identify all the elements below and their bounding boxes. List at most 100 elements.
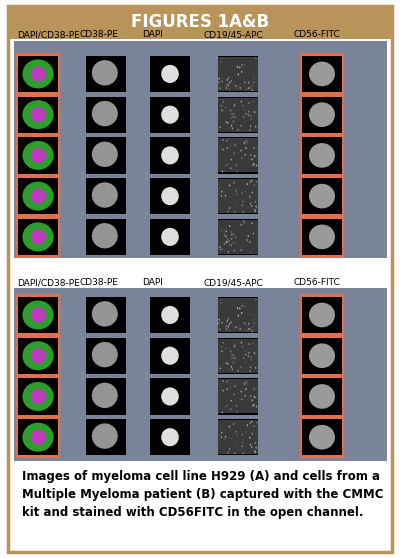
Ellipse shape: [30, 389, 46, 404]
Circle shape: [230, 321, 232, 323]
Circle shape: [226, 147, 228, 149]
Circle shape: [220, 61, 222, 63]
Circle shape: [253, 78, 254, 79]
Circle shape: [244, 305, 245, 307]
Circle shape: [244, 322, 246, 324]
Circle shape: [221, 191, 222, 193]
Circle shape: [240, 391, 242, 393]
Circle shape: [221, 350, 223, 353]
Bar: [302, 97, 342, 133]
Circle shape: [242, 211, 243, 213]
Circle shape: [244, 81, 246, 84]
Circle shape: [240, 366, 242, 368]
Bar: [16, 175, 60, 217]
Circle shape: [255, 451, 256, 453]
Circle shape: [246, 238, 248, 240]
Bar: [218, 339, 258, 373]
Circle shape: [226, 405, 228, 407]
Ellipse shape: [309, 102, 335, 127]
Circle shape: [248, 110, 250, 113]
Circle shape: [251, 180, 252, 181]
Circle shape: [224, 438, 226, 440]
Circle shape: [221, 195, 222, 197]
Circle shape: [250, 356, 252, 358]
Circle shape: [245, 382, 247, 383]
Circle shape: [228, 240, 230, 242]
Circle shape: [231, 299, 232, 301]
Circle shape: [247, 239, 248, 241]
Circle shape: [225, 107, 227, 108]
Ellipse shape: [92, 223, 118, 248]
Circle shape: [227, 363, 229, 365]
Circle shape: [229, 81, 230, 84]
Circle shape: [252, 73, 253, 75]
Circle shape: [250, 366, 251, 368]
Ellipse shape: [161, 187, 179, 205]
Circle shape: [244, 383, 245, 384]
Circle shape: [229, 127, 230, 128]
Circle shape: [252, 432, 253, 435]
Circle shape: [242, 204, 243, 206]
Circle shape: [220, 427, 221, 429]
Bar: [302, 219, 342, 255]
Bar: [16, 294, 60, 336]
Circle shape: [244, 81, 246, 83]
Circle shape: [237, 66, 238, 68]
Circle shape: [231, 231, 232, 233]
Ellipse shape: [92, 142, 118, 167]
Circle shape: [231, 354, 232, 357]
Circle shape: [244, 222, 245, 223]
Circle shape: [249, 328, 251, 330]
Circle shape: [236, 193, 238, 195]
Text: Images of myeloma cell line H929 (A) and cells from a
Multiple Myeloma patient (: Images of myeloma cell line H929 (A) and…: [22, 470, 384, 519]
Circle shape: [230, 382, 231, 384]
Ellipse shape: [22, 100, 54, 129]
Circle shape: [234, 385, 236, 387]
Circle shape: [224, 243, 225, 245]
Circle shape: [227, 308, 228, 310]
Circle shape: [234, 116, 236, 118]
Circle shape: [229, 207, 230, 209]
Bar: [86, 219, 126, 255]
Circle shape: [241, 157, 242, 159]
Circle shape: [247, 142, 248, 144]
Circle shape: [226, 241, 228, 243]
Circle shape: [221, 105, 222, 107]
Circle shape: [220, 367, 221, 369]
Circle shape: [231, 234, 232, 236]
Bar: [150, 338, 190, 374]
Circle shape: [255, 449, 256, 451]
Ellipse shape: [161, 306, 179, 324]
Circle shape: [221, 436, 222, 438]
Circle shape: [245, 141, 247, 142]
Ellipse shape: [30, 307, 46, 323]
Circle shape: [247, 424, 248, 426]
Circle shape: [236, 200, 237, 202]
Circle shape: [254, 388, 255, 389]
Circle shape: [244, 383, 245, 385]
Circle shape: [227, 122, 229, 124]
Circle shape: [255, 367, 256, 369]
Text: DAPI: DAPI: [142, 30, 163, 39]
Circle shape: [222, 57, 223, 60]
Bar: [18, 137, 58, 174]
Circle shape: [236, 326, 237, 328]
Circle shape: [225, 326, 226, 328]
Circle shape: [228, 84, 229, 86]
Circle shape: [234, 242, 236, 243]
Circle shape: [256, 448, 257, 450]
Circle shape: [230, 350, 232, 353]
Circle shape: [249, 195, 250, 197]
Bar: [86, 378, 126, 415]
Bar: [14, 288, 387, 461]
Ellipse shape: [309, 302, 335, 328]
Ellipse shape: [92, 383, 118, 408]
Circle shape: [239, 85, 240, 87]
Circle shape: [237, 307, 238, 309]
Circle shape: [252, 248, 254, 250]
Circle shape: [226, 388, 228, 390]
Bar: [218, 98, 258, 132]
Bar: [150, 137, 190, 174]
Circle shape: [222, 411, 223, 413]
Circle shape: [230, 358, 232, 360]
